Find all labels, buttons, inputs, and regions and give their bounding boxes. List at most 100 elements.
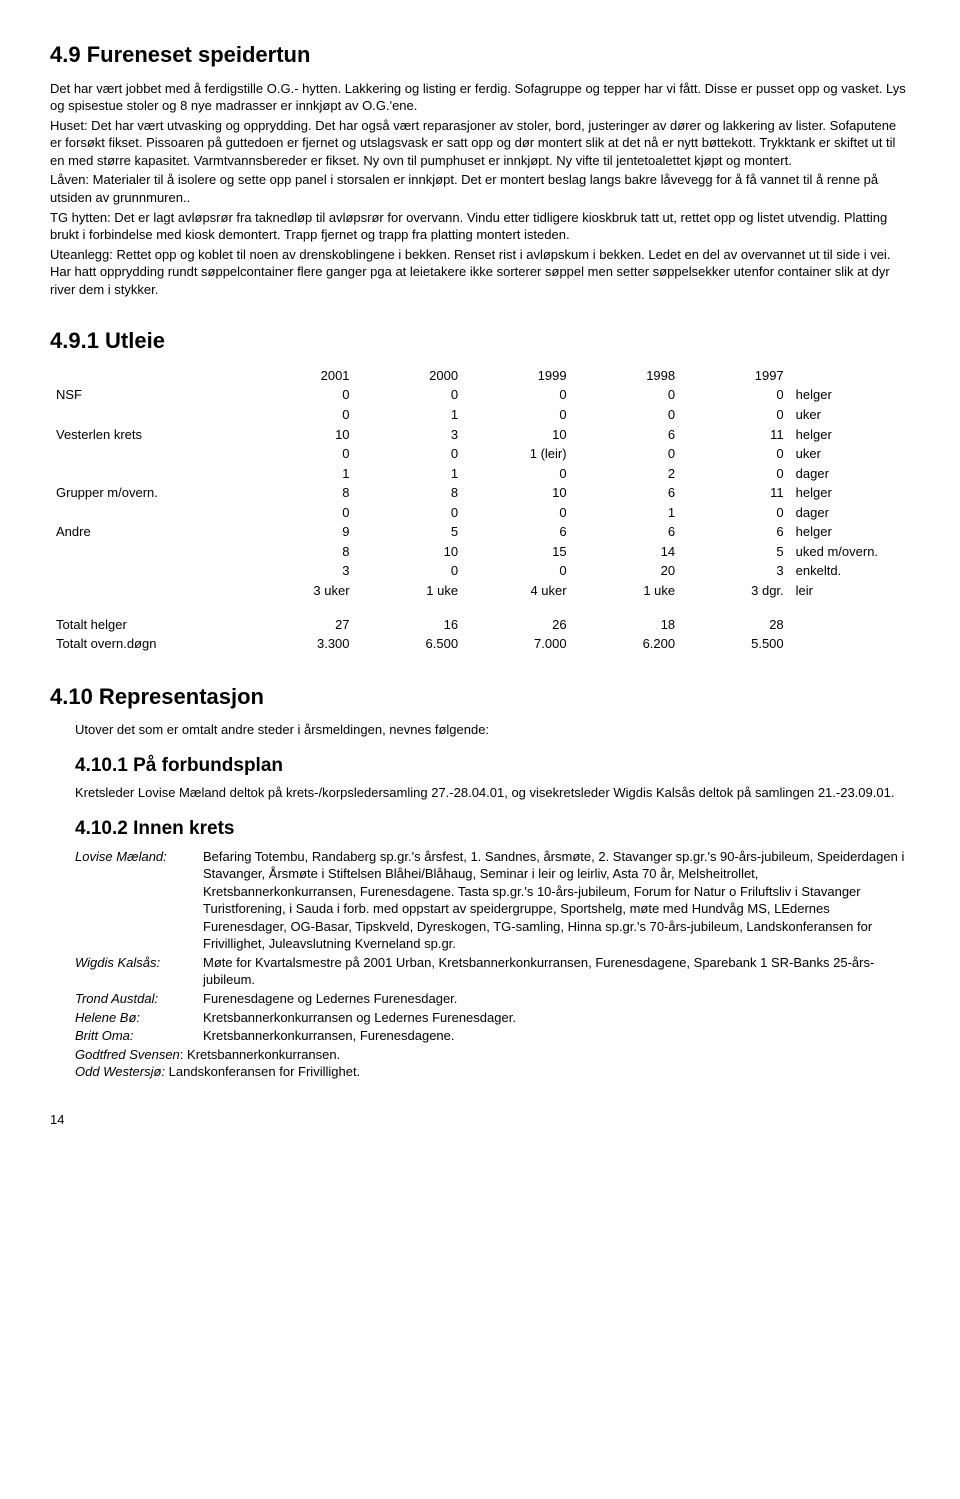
cell-value: 0 [247, 444, 356, 464]
person-name: Trond Austdal: [75, 990, 203, 1008]
heading-4-10-1: 4.10.1 På forbundsplan [75, 753, 910, 779]
table-row: Andre95666helger [50, 522, 910, 542]
year-header: 2000 [356, 366, 465, 386]
cell-value: 1 [356, 405, 465, 425]
utleie-table: 2001 2000 1999 1998 1997 NSF00000helger0… [50, 366, 910, 654]
paragraph: Huset: Det har vært utvasking og opprydd… [50, 117, 910, 170]
cell-value: 0 [573, 405, 682, 425]
row-label [50, 444, 247, 464]
row-unit: dager [790, 464, 910, 484]
row-label [50, 464, 247, 484]
cell-value: 3.300 [247, 634, 356, 654]
cell-value: 1 [247, 464, 356, 484]
person-name: Odd Westersjø: [75, 1064, 165, 1079]
cell-value: 0 [247, 503, 356, 523]
table-header-row: 2001 2000 1999 1998 1997 [50, 366, 910, 386]
cell-value: 10 [356, 542, 465, 562]
person-text: Furenesdagene og Ledernes Furenesdager. [203, 990, 910, 1008]
cell-value: 5 [681, 542, 790, 562]
cell-value: 6 [681, 522, 790, 542]
row-unit: uker [790, 444, 910, 464]
row-label [50, 405, 247, 425]
person-entry: Trond Austdal:Furenesdagene og Ledernes … [75, 990, 910, 1008]
person-name: Helene Bø: [75, 1009, 203, 1027]
forbund-text: Kretsleder Lovise Mæland deltok på krets… [75, 784, 910, 802]
cell-value: 6.500 [356, 634, 465, 654]
cell-value: 1 uke [573, 581, 682, 601]
row-label: Grupper m/overn. [50, 483, 247, 503]
cell-value: 3 [356, 425, 465, 445]
paragraph: TG hytten: Det er lagt avløpsrør fra tak… [50, 209, 910, 244]
table-total-row: Totalt overn.døgn3.3006.5007.0006.2005.5… [50, 634, 910, 654]
table-row: 81015145uked m/overn. [50, 542, 910, 562]
cell-value: 0 [247, 405, 356, 425]
person-text: : Kretsbannerkonkurransen. [180, 1047, 340, 1062]
row-label [50, 561, 247, 581]
row-label: Andre [50, 522, 247, 542]
cell-value: 0 [681, 444, 790, 464]
paragraph: Uteanlegg: Rettet opp og koblet til noen… [50, 246, 910, 299]
cell-value: 3 [247, 561, 356, 581]
cell-value: 3 [681, 561, 790, 581]
cell-value: 8 [247, 542, 356, 562]
paragraph: Låven: Materialer til å isolere og sette… [50, 171, 910, 206]
cell-value: 0 [356, 561, 465, 581]
person-entry: Odd Westersjø: Landskonferansen for Friv… [75, 1063, 910, 1081]
person-name: Britt Oma: [75, 1027, 203, 1045]
cell-value: 0 [356, 503, 465, 523]
cell-value: 1 (leir) [464, 444, 573, 464]
heading-4-10: 4.10 Representasjon [50, 682, 910, 712]
cell-value: 6.200 [573, 634, 682, 654]
cell-value: 10 [464, 425, 573, 445]
cell-value: 0 [573, 444, 682, 464]
cell-value: 5 [356, 522, 465, 542]
cell-value: 1 [356, 464, 465, 484]
person-entry: Lovise Mæland:Befaring Totembu, Randaber… [75, 848, 910, 953]
table-row: 01000uker [50, 405, 910, 425]
row-unit: uker [790, 405, 910, 425]
row-unit: helger [790, 522, 910, 542]
year-header: 1998 [573, 366, 682, 386]
cell-value: 6 [573, 522, 682, 542]
cell-value: 28 [681, 615, 790, 635]
cell-value: 3 uker [247, 581, 356, 601]
cell-value: 11 [681, 425, 790, 445]
person-entry: Helene Bø:Kretsbannerkonkurransen og Led… [75, 1009, 910, 1027]
table-row: 11020dager [50, 464, 910, 484]
table-total-row: Totalt helger2716261828 [50, 615, 910, 635]
heading-4-9-1: 4.9.1 Utleie [50, 326, 910, 356]
cell-value: 0 [247, 385, 356, 405]
cell-value: 3 dgr. [681, 581, 790, 601]
table-row: Vesterlen krets10310611helger [50, 425, 910, 445]
row-label: Vesterlen krets [50, 425, 247, 445]
person-name: Lovise Mæland: [75, 848, 203, 953]
year-header: 1999 [464, 366, 573, 386]
row-unit: leir [790, 581, 910, 601]
row-label: NSF [50, 385, 247, 405]
person-text: Befaring Totembu, Randaberg sp.gr.'s års… [203, 848, 910, 953]
cell-value: 20 [573, 561, 682, 581]
year-header: 2001 [247, 366, 356, 386]
cell-value: 0 [681, 405, 790, 425]
rep-intro: Utover det som er omtalt andre steder i … [75, 721, 910, 739]
cell-value: 27 [247, 615, 356, 635]
cell-value: 0 [681, 385, 790, 405]
cell-value: 0 [356, 385, 465, 405]
section-4-9-body: Det har vært jobbet med å ferdigstille O… [50, 80, 910, 299]
cell-value: 7.000 [464, 634, 573, 654]
person-name: Godtfred Svensen [75, 1047, 180, 1062]
cell-value: 10 [247, 425, 356, 445]
cell-value: 8 [356, 483, 465, 503]
person-text: Møte for Kvartalsmestre på 2001 Urban, K… [203, 954, 910, 989]
cell-value: 8 [247, 483, 356, 503]
person-text: Kretsbannerkonkurransen, Furenesdagene. [203, 1027, 910, 1045]
table-row: 3 uker1 uke4 uker1 uke3 dgr.leir [50, 581, 910, 601]
person-entry: Britt Oma:Kretsbannerkonkurransen, Furen… [75, 1027, 910, 1045]
cell-value: 1 uke [356, 581, 465, 601]
cell-value: 0 [464, 405, 573, 425]
cell-value: 0 [464, 503, 573, 523]
heading-4-9: 4.9 Fureneset speidertun [50, 40, 910, 70]
cell-value: 0 [356, 444, 465, 464]
cell-value: 6 [573, 425, 682, 445]
table-row: 001 (leir)00uker [50, 444, 910, 464]
